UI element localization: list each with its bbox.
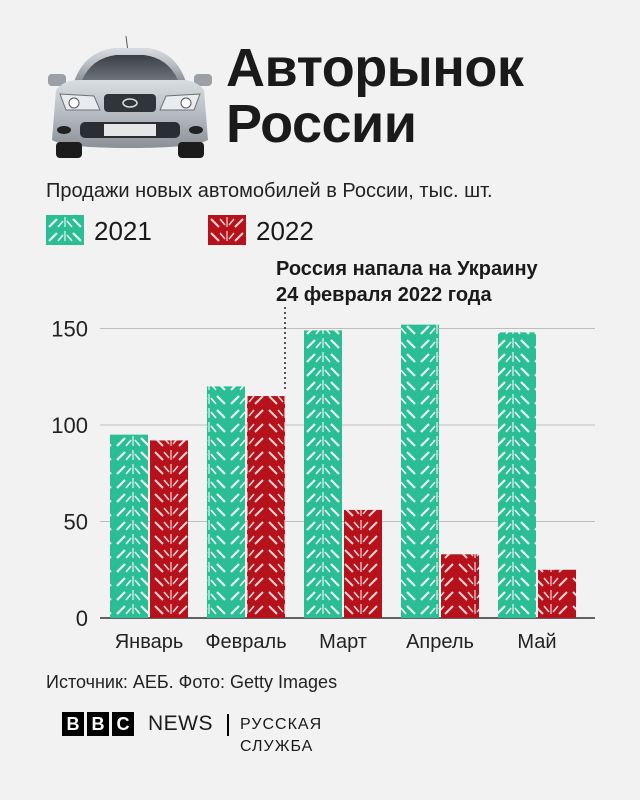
car-photo <box>48 35 212 158</box>
service-name: РУССКАЯ СЛУЖБА <box>240 716 323 755</box>
bbc-logo-letter: B <box>87 712 109 736</box>
title-line-1: Авторынок <box>226 38 524 98</box>
y-tick-label: 150 <box>51 317 88 342</box>
bar-2022-4 <box>441 554 479 618</box>
chart-title: Продажи новых автомобилей в России, тыс.… <box>46 180 493 202</box>
footer-separator <box>227 714 229 736</box>
source-note: Источник: АЕБ. Фото: Getty Images <box>46 672 338 692</box>
x-axis-labels: Январь Февраль Март Апрель Май <box>115 631 557 653</box>
bar-2022-5 <box>538 569 576 618</box>
page-title: Авторынок России <box>226 38 524 154</box>
y-tick-label: 0 <box>76 606 88 631</box>
bar-2021-1 <box>110 434 148 618</box>
x-tick-label: Апрель <box>406 631 474 653</box>
bbc-logo-letter: B <box>62 712 84 736</box>
y-tick-label: 100 <box>51 413 88 438</box>
bar-2022-1 <box>150 440 188 618</box>
y-tick-label: 50 <box>64 510 88 535</box>
bars <box>110 324 576 618</box>
legend-label-2021: 2021 <box>94 216 152 246</box>
bar-2022-2 <box>247 396 285 618</box>
bar-2021-2 <box>207 386 245 618</box>
bar-2022-3 <box>344 509 382 618</box>
bar-chart: 0 50 100 150 Январь Февраль Март Апрель Май Рос… <box>51 258 595 653</box>
annotation: Россия напала на Украину 24 февраля 2022 … <box>276 258 539 391</box>
bbc-logo-letter: C <box>112 712 134 736</box>
legend-label-2022: 2022 <box>256 216 314 246</box>
x-tick-label: Май <box>517 631 556 653</box>
annotation-text-line-1: Россия напала на Украину <box>276 258 539 280</box>
bar-2021-4 <box>401 324 439 618</box>
x-tick-label: Февраль <box>205 631 286 653</box>
x-tick-label: Январь <box>115 631 184 653</box>
bar-2021-3 <box>304 330 342 618</box>
x-tick-label: Март <box>319 631 367 653</box>
bar-2021-5 <box>498 332 536 618</box>
legend-swatch-2021 <box>46 215 84 245</box>
annotation-text-line-2: 24 февраля 2022 года <box>276 284 492 306</box>
legend-swatch-2022 <box>208 215 246 245</box>
title-line-2: России <box>226 94 417 154</box>
news-wordmark: NEWS <box>148 712 213 735</box>
